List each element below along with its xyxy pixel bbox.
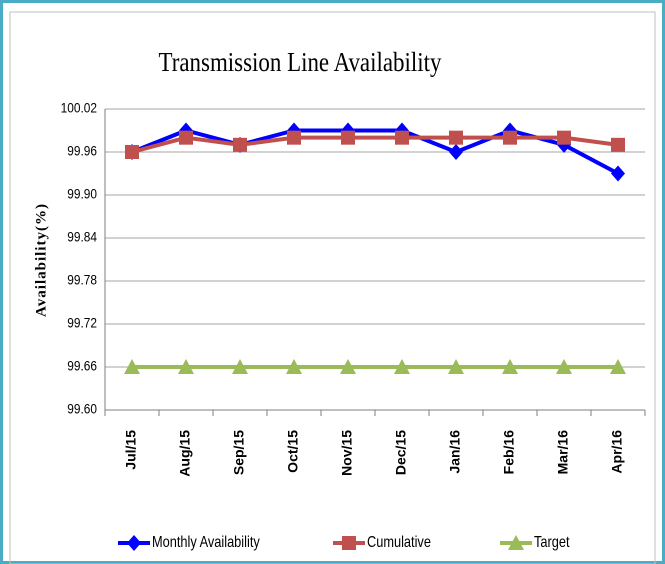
data-point — [340, 359, 356, 374]
y-tick-label: 99.72 — [67, 315, 97, 331]
x-tick-label: Dec/15 — [393, 430, 409, 475]
series-line — [131, 135, 619, 154]
data-point — [502, 359, 518, 374]
chart-title: Transmission Line Availability — [159, 49, 442, 78]
x-tick-label: Nov/15 — [339, 430, 355, 476]
legend-label: Target — [534, 534, 570, 552]
data-point — [394, 359, 410, 374]
legend-label: Monthly Availability — [152, 534, 260, 552]
y-tick-label: 99.84 — [67, 229, 97, 245]
y-axis-label: Availability(%) — [33, 203, 49, 317]
x-tick-label: Sep/15 — [231, 430, 247, 475]
y-tick-label: 99.96 — [67, 143, 97, 159]
x-tick-label: Jan/16 — [447, 430, 463, 474]
y-tick-label: 99.78 — [67, 272, 97, 288]
data-point — [503, 130, 517, 145]
data-point — [449, 130, 463, 145]
x-tick-label: Aug/15 — [177, 430, 193, 477]
legend-marker — [508, 535, 524, 550]
y-tick-label: 99.66 — [67, 358, 97, 374]
y-tick-label: 100.02 — [61, 100, 97, 116]
data-point — [233, 137, 247, 152]
data-point — [124, 359, 140, 374]
data-point — [449, 144, 463, 160]
data-point — [178, 359, 194, 374]
legend-marker — [342, 536, 356, 550]
data-point — [286, 359, 302, 374]
data-point — [287, 130, 301, 145]
data-point — [395, 130, 409, 145]
x-tick-label: Apr/16 — [609, 430, 625, 474]
data-point — [448, 359, 464, 374]
data-point — [125, 145, 139, 159]
data-point — [610, 359, 626, 374]
legend-label: Cumulative — [367, 534, 431, 552]
data-point — [341, 130, 355, 145]
data-point — [556, 359, 572, 374]
x-tick-label: Oct/15 — [285, 430, 301, 473]
x-tick-label: Mar/16 — [555, 430, 571, 475]
x-tick-label: Feb/16 — [501, 430, 517, 475]
data-point — [179, 130, 193, 145]
y-tick-label: 99.60 — [67, 401, 97, 417]
data-point — [232, 359, 248, 374]
y-tick-label: 99.90 — [67, 186, 97, 202]
data-point — [611, 165, 625, 182]
chart-border — [9, 11, 656, 564]
data-point — [611, 137, 625, 152]
x-tick-label: Jul/15 — [123, 430, 139, 470]
legend-marker — [127, 535, 141, 551]
data-point — [557, 130, 571, 145]
